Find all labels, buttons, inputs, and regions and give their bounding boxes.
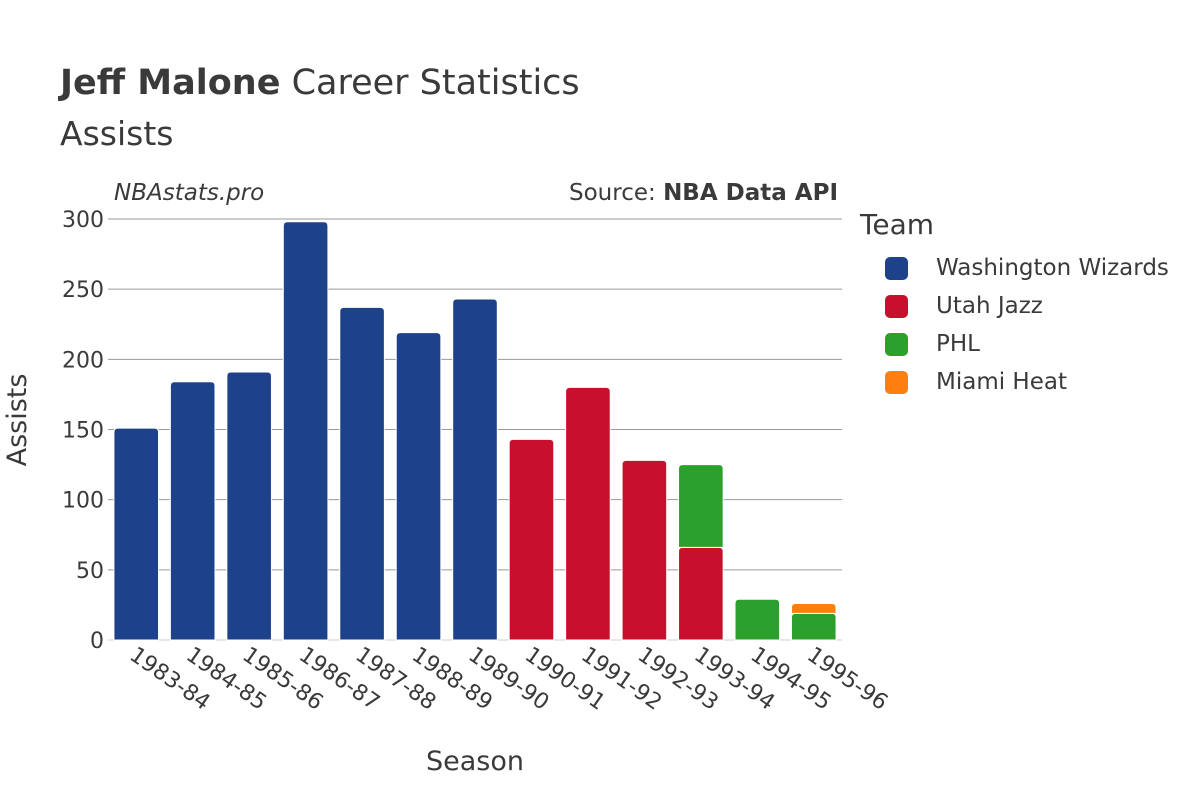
legend-items: Washington Wizards Utah Jazz PHL Miami Heat <box>860 249 1169 401</box>
y-tick-label: 50 <box>76 559 104 584</box>
legend-label: PHL <box>936 331 980 357</box>
watermark: NBAstats.pro <box>114 180 264 206</box>
y-tick-label: 0 <box>90 629 104 654</box>
legend-item-utah-jazz[interactable]: Utah Jazz <box>885 287 1169 325</box>
y-axis-title: Assists <box>2 374 33 467</box>
bar-washington-wizards-1985-86 <box>226 371 272 641</box>
y-tick-label: 250 <box>62 278 104 303</box>
y-tick-label: 100 <box>62 489 104 514</box>
legend-swatch <box>885 256 908 280</box>
source-label: Source: NBA Data API <box>569 180 838 206</box>
bar-utah-jazz-1990-91 <box>508 438 555 641</box>
legend-item-miami-heat[interactable]: Miami Heat <box>885 363 1169 401</box>
legend-title: Team <box>860 208 935 241</box>
chart-title: Jeff Malone Career Statistics <box>60 66 580 101</box>
bar-washington-wizards-1987-88 <box>339 306 385 641</box>
legend-item-washington-wizards[interactable]: Washington Wizards <box>885 249 1169 287</box>
legend-label: Washington Wizards <box>936 255 1169 281</box>
bar-washington-wizards-1986-87 <box>282 221 329 641</box>
title-player-name: Jeff Malone <box>60 63 281 103</box>
bar-washington-wizards-1984-85 <box>169 381 216 641</box>
bar-phl-1993-94 <box>678 464 724 548</box>
bar-utah-jazz-1993-94 <box>678 546 724 641</box>
source-prefix: Source: <box>569 180 663 206</box>
legend-label: Utah Jazz <box>936 293 1043 319</box>
bar-washington-wizards-1983-84 <box>113 427 160 641</box>
bar-washington-wizards-1988-89 <box>395 332 442 641</box>
y-tick-label: 150 <box>62 419 104 444</box>
bar-phl-1995-96 <box>790 612 837 641</box>
y-tick-label: 200 <box>62 348 104 373</box>
bar-phl-1994-95 <box>734 598 781 641</box>
legend-swatch <box>885 332 908 356</box>
chart-subtitle: Assists <box>60 114 174 153</box>
bar-washington-wizards-1989-90 <box>452 298 498 641</box>
source-name: NBA Data API <box>663 180 838 206</box>
legend-swatch <box>885 294 908 318</box>
bar-utah-jazz-1992-93 <box>621 459 668 641</box>
legend-swatch <box>885 370 908 394</box>
bar-miami-heat-1995-96 <box>790 603 837 614</box>
legend-item-phl[interactable]: PHL <box>885 325 1169 363</box>
legend-label: Miami Heat <box>936 369 1067 395</box>
title-rest: Career Statistics <box>280 63 580 103</box>
x-axis-title: Season <box>426 746 524 777</box>
legend: Team Washington Wizards Utah Jazz PHL Miami… <box>860 208 1169 401</box>
y-tick-label: 300 <box>62 208 104 233</box>
bar-utah-jazz-1991-92 <box>565 386 611 641</box>
